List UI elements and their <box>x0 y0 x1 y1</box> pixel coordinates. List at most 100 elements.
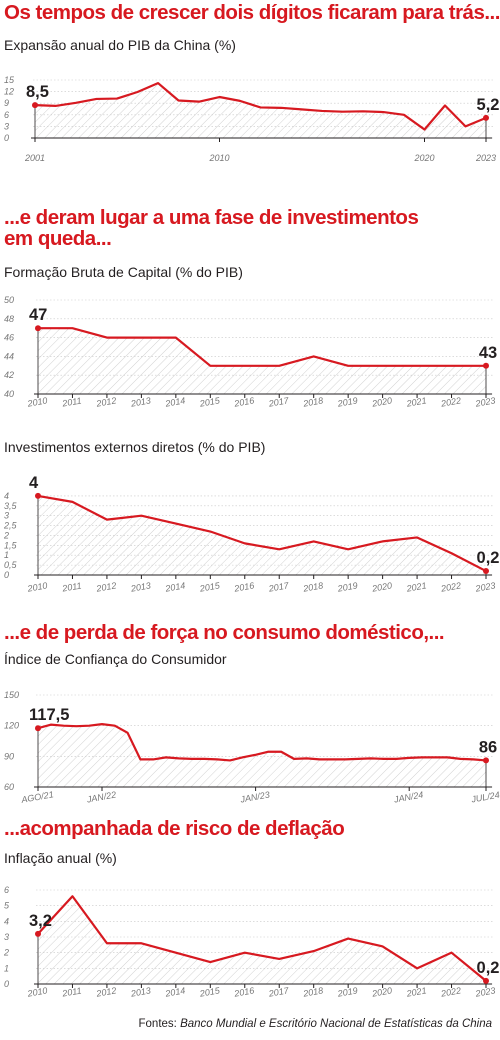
x-tick-label: 2011 <box>61 985 83 998</box>
data-point <box>483 114 489 121</box>
x-tick-label: 2023 <box>475 153 496 163</box>
x-tick-label: AGO/21 <box>20 789 55 805</box>
data-point <box>35 930 41 937</box>
chart-title-fdi: Investimentos externos diretos (% do PIB… <box>4 439 266 455</box>
x-tick-label: 2017 <box>267 985 290 999</box>
y-tick-label: 6 <box>4 885 9 895</box>
x-tick-label: 2013 <box>129 580 151 594</box>
x-tick-label: 2010 <box>26 580 48 594</box>
x-tick-label: 2023 <box>474 580 496 594</box>
start-value-label: 4 <box>29 474 39 492</box>
x-tick-label: 2015 <box>198 395 221 409</box>
y-tick-label: 6 <box>4 110 9 120</box>
x-tick-label: 2012 <box>95 395 117 409</box>
consumer-confidence-chart: 60 90 120 150 AGO/21 JAN/22 JAN/23 JAN/24 JUL/24… <box>4 690 500 805</box>
x-tick-label: 2011 <box>61 580 83 593</box>
x-tick-label: 2015 <box>198 985 221 999</box>
data-point <box>483 362 489 369</box>
x-tick-label: 2016 <box>233 985 255 999</box>
x-tick-label: 2016 <box>233 580 255 594</box>
end-value-label: 0,2 <box>477 549 500 567</box>
end-value-label: 43 <box>479 344 497 362</box>
y-tick-label: 120 <box>4 721 19 731</box>
y-tick-label: 3 <box>4 121 9 131</box>
y-tick-label: 1,5 <box>4 540 18 550</box>
data-point <box>483 757 489 764</box>
data-point <box>35 325 41 332</box>
series-line <box>37 895 487 982</box>
x-tick-label: 2015 <box>198 580 221 594</box>
y-tick-label: 50 <box>4 295 14 305</box>
y-tick-label: 46 <box>4 333 14 343</box>
x-tick-label: 2021 <box>405 395 427 409</box>
y-tick-label: 90 <box>4 751 14 761</box>
x-tick-label: 2021 <box>405 580 427 594</box>
x-tick-label: 2020 <box>370 395 392 409</box>
x-tick-label: 2022 <box>439 985 461 999</box>
x-tick-label: 2022 <box>439 580 461 594</box>
y-tick-label: 40 <box>4 389 14 399</box>
series-line <box>38 327 486 367</box>
x-tick-label: 2001 <box>24 153 45 163</box>
y-tick-label: 9 <box>4 98 9 108</box>
end-value-label: 86 <box>479 738 497 756</box>
y-tick-label: 3 <box>4 511 9 521</box>
y-tick-label: 3,5 <box>4 501 18 511</box>
y-tick-label: 1 <box>4 550 9 560</box>
x-tick-label: 2010 <box>26 985 48 999</box>
chart-title-capital: Formação Bruta de Capital (% do PIB) <box>4 264 243 280</box>
x-tick-label: 2014 <box>164 985 186 999</box>
x-tick-label: 2023 <box>474 985 496 999</box>
x-tick-label: 2021 <box>405 985 427 999</box>
y-tick-label: 4 <box>4 916 9 926</box>
x-tick-label: 2019 <box>336 580 358 594</box>
y-tick-label: 0 <box>4 979 9 989</box>
x-tick-label: 2010 <box>26 395 48 409</box>
y-tick-label: 3 <box>4 932 9 942</box>
y-tick-label: 0,5 <box>4 560 18 570</box>
area-fill <box>35 83 486 138</box>
x-tick-label: 2016 <box>233 395 255 409</box>
y-tick-label: 4 <box>4 491 9 501</box>
x-tick-label: JUL/24 <box>470 790 500 805</box>
series-line <box>37 494 487 573</box>
x-tick-label: JAN/24 <box>392 790 424 805</box>
series-line <box>37 723 487 762</box>
y-tick-label: 0 <box>4 133 9 143</box>
x-tick-label: 2018 <box>301 580 323 594</box>
y-tick-label: 5 <box>4 901 10 911</box>
y-tick-label: 15 <box>4 75 15 85</box>
data-point <box>483 977 489 984</box>
x-tick-label: 2020 <box>370 580 392 594</box>
y-tick-label: 2 <box>3 948 9 958</box>
x-tick-label: JAN/22 <box>85 790 117 805</box>
x-tick-label: 2010 <box>208 153 229 163</box>
y-tick-label: 150 <box>4 690 19 700</box>
data-point <box>32 102 38 109</box>
data-point <box>483 568 489 575</box>
x-tick-label: 2023 <box>474 395 496 409</box>
x-tick-label: 2018 <box>301 395 323 409</box>
x-tick-label: 2012 <box>95 985 117 999</box>
x-tick-label: 2014 <box>164 580 186 594</box>
start-value-label: 8,5 <box>26 83 49 101</box>
x-tick-label: 2011 <box>61 395 83 408</box>
end-value-label: 0,2 <box>477 959 500 977</box>
y-tick-label: 42 <box>4 370 14 380</box>
y-tick-label: 48 <box>4 314 14 324</box>
y-tick-label: 2 <box>3 530 9 540</box>
start-value-label: 117,5 <box>29 706 69 724</box>
x-tick-label: 2013 <box>129 985 151 999</box>
headline-gdp: Os tempos de crescer dois dígitos ficara… <box>4 1 500 24</box>
headline-deflation: ...acompanhada de risco de deflação <box>4 817 345 840</box>
x-tick-label: 2022 <box>439 395 461 409</box>
y-tick-label: 12 <box>4 87 14 97</box>
x-tick-label: 2013 <box>129 395 151 409</box>
y-tick-label: 60 <box>4 782 14 792</box>
x-tick-label: JAN/23 <box>239 790 271 805</box>
gdp-growth-chart: 0 36 912 15 2001 2010 2020 2023 8,5 5,2 <box>4 75 499 163</box>
start-value-label: 3,2 <box>29 912 52 930</box>
series-line <box>34 81 487 131</box>
source-prefix: Fontes: <box>138 1018 181 1030</box>
